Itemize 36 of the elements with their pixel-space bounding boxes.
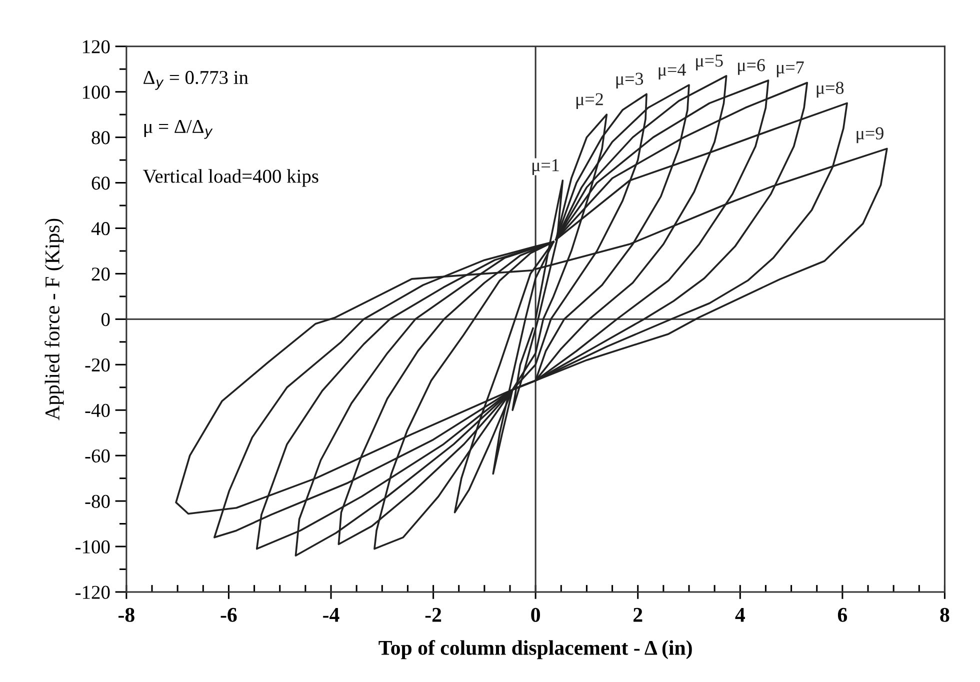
y-tick-label: 40 xyxy=(91,222,110,236)
annotation: μ = Δ/Δ$_{y}$ xyxy=(144,120,213,139)
y-tick-label: -20 xyxy=(85,358,110,372)
y-tick-label: 100 xyxy=(82,86,110,99)
y-tick-label: 120 xyxy=(82,40,110,54)
y-tick-label: 20 xyxy=(92,268,110,281)
y-tick-label: -40 xyxy=(85,404,110,418)
series-label: μ=7 xyxy=(776,62,804,78)
y-tick-label: -120 xyxy=(76,586,110,599)
x-tick-label: 0 xyxy=(531,608,540,622)
y-tick-label: 60 xyxy=(92,176,110,190)
annotation: Vertical load=400 kips xyxy=(143,169,318,187)
series-label: μ=6 xyxy=(738,59,765,75)
x-tick-label: -2 xyxy=(425,608,442,622)
annotation: Δ$_{y}$ = 0.773 in xyxy=(144,70,248,90)
x-tick-label: -4 xyxy=(323,608,340,622)
series-label: μ=9 xyxy=(856,127,884,144)
y-tick-label: -80 xyxy=(85,494,110,508)
x-tick-label: 8 xyxy=(940,608,950,622)
x-tick-label: 6 xyxy=(838,608,848,622)
x-tick-label: -6 xyxy=(220,608,237,622)
x-tick-label: -8 xyxy=(118,608,134,622)
series-label: μ=5 xyxy=(696,54,723,70)
series-label: μ=1 xyxy=(532,159,559,175)
y-axis-title: Applied force - F (Kips) xyxy=(44,218,64,420)
series-label: μ=3 xyxy=(616,72,644,89)
x-axis-title: Top of column displacement - Δ (in) xyxy=(378,640,692,660)
y-tick-label: -60 xyxy=(85,449,110,463)
y-tick-label: 0 xyxy=(101,312,110,326)
x-tick-label: 4 xyxy=(735,608,745,622)
series-label: μ=4 xyxy=(658,64,686,80)
series-label: μ=2 xyxy=(576,93,603,110)
y-tick-label: -100 xyxy=(76,540,110,554)
y-tick-label: 80 xyxy=(92,131,110,144)
x-tick-label: 2 xyxy=(634,608,642,622)
series-label: μ=8 xyxy=(816,82,844,98)
